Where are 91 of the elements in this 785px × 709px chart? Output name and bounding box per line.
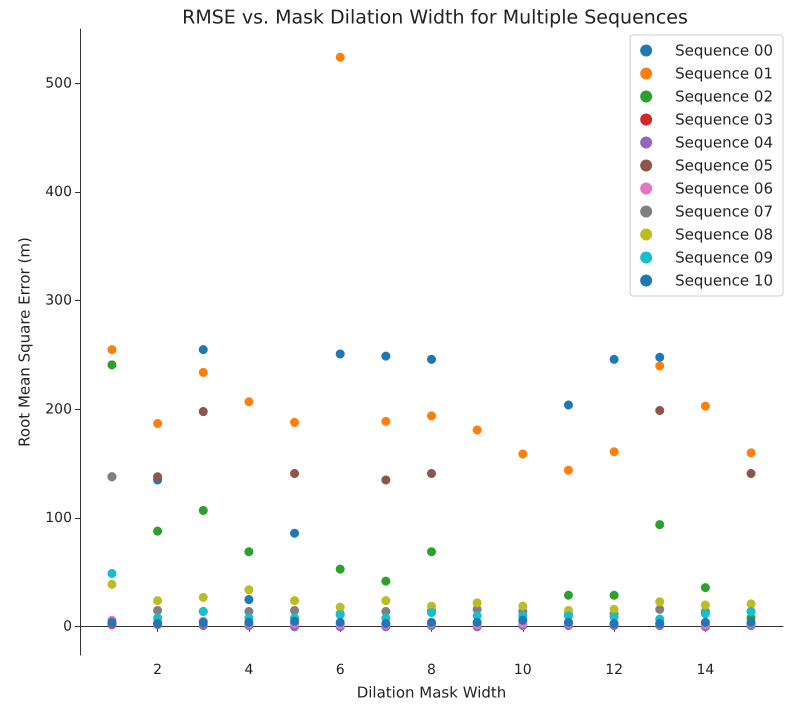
- point: [198, 345, 208, 354]
- y-tick-label: 0: [63, 618, 72, 635]
- point: [472, 598, 482, 608]
- point: [746, 469, 756, 478]
- point: [610, 354, 619, 364]
- x-tick-label: 6: [336, 662, 345, 678]
- point: [746, 448, 756, 458]
- point: [655, 352, 664, 362]
- legend-label: Sequence 05: [675, 156, 774, 174]
- point: [153, 526, 162, 536]
- x-tick-label: 14: [696, 662, 714, 678]
- chart-title: RMSE vs. Mask Dilation Width for Multiple Sequences: [182, 6, 688, 28]
- point: [700, 583, 710, 592]
- point: [518, 602, 528, 611]
- point: [381, 576, 390, 586]
- point: [655, 604, 664, 614]
- x-tick-label: 10: [514, 662, 532, 678]
- point: [336, 52, 345, 62]
- point: [655, 520, 664, 530]
- point: [700, 402, 710, 411]
- point: [153, 472, 162, 482]
- legend-label: Sequence 03: [675, 110, 774, 128]
- x-tick-label: 12: [605, 662, 624, 678]
- point: [107, 568, 116, 578]
- point: [198, 368, 208, 377]
- point: [472, 618, 482, 627]
- point: [244, 547, 254, 556]
- y-tick-label: 100: [45, 510, 72, 526]
- point: [244, 585, 254, 594]
- x-tick-label: 2: [153, 662, 162, 678]
- point: [655, 597, 664, 606]
- x-axis-title: Dilation Mask Width: [356, 684, 506, 702]
- legend-label: Sequence 09: [675, 248, 774, 266]
- point: [655, 361, 664, 370]
- point: [107, 345, 116, 354]
- point: [427, 411, 436, 420]
- point: [290, 606, 300, 615]
- point: [564, 590, 573, 600]
- legend-label: Sequence 00: [675, 42, 774, 60]
- point: [564, 466, 573, 475]
- point: [427, 469, 436, 478]
- point: [336, 349, 345, 358]
- point: [244, 397, 254, 406]
- point: [610, 590, 619, 600]
- point: [107, 360, 116, 370]
- y-axis-title: Root Mean Square Error (m): [16, 237, 34, 447]
- point: [198, 592, 208, 602]
- point: [655, 406, 664, 415]
- point: [290, 596, 300, 606]
- point: [472, 426, 482, 435]
- point: [700, 618, 710, 627]
- point: [153, 606, 162, 615]
- y-tick-label: 300: [45, 292, 72, 309]
- legend-label: Sequence 10: [675, 272, 774, 290]
- point: [564, 400, 573, 410]
- point: [518, 449, 528, 458]
- point: [107, 580, 116, 589]
- x-tick-label: 4: [244, 662, 254, 678]
- point: [427, 354, 436, 364]
- legend-label: Sequence 07: [675, 202, 774, 220]
- legend-label: Sequence 08: [675, 226, 774, 244]
- point: [336, 618, 345, 627]
- point: [518, 616, 528, 625]
- y-tick-label: 500: [45, 75, 72, 92]
- legend-label: Sequence 06: [675, 180, 774, 198]
- point: [336, 602, 345, 612]
- legend-label: Sequence 04: [675, 134, 774, 152]
- point: [381, 596, 390, 606]
- point: [746, 599, 756, 608]
- point: [336, 564, 345, 574]
- point: [427, 547, 436, 556]
- point: [153, 596, 162, 606]
- point: [290, 418, 300, 427]
- legend-label: Sequence 01: [675, 64, 774, 82]
- point: [290, 469, 300, 478]
- y-tick-label: 400: [45, 184, 72, 200]
- point: [381, 476, 390, 485]
- point: [198, 506, 208, 515]
- legend-label: Sequence 02: [675, 88, 774, 106]
- point: [610, 604, 619, 614]
- point: [381, 352, 390, 361]
- point: [290, 528, 300, 538]
- y-tick-label: 200: [45, 401, 72, 418]
- point: [700, 600, 710, 610]
- x-tick-label: 8: [427, 662, 436, 678]
- point: [381, 416, 390, 426]
- point: [610, 447, 619, 456]
- point: [427, 608, 436, 618]
- point: [153, 419, 162, 428]
- point: [244, 595, 254, 604]
- point: [198, 407, 208, 416]
